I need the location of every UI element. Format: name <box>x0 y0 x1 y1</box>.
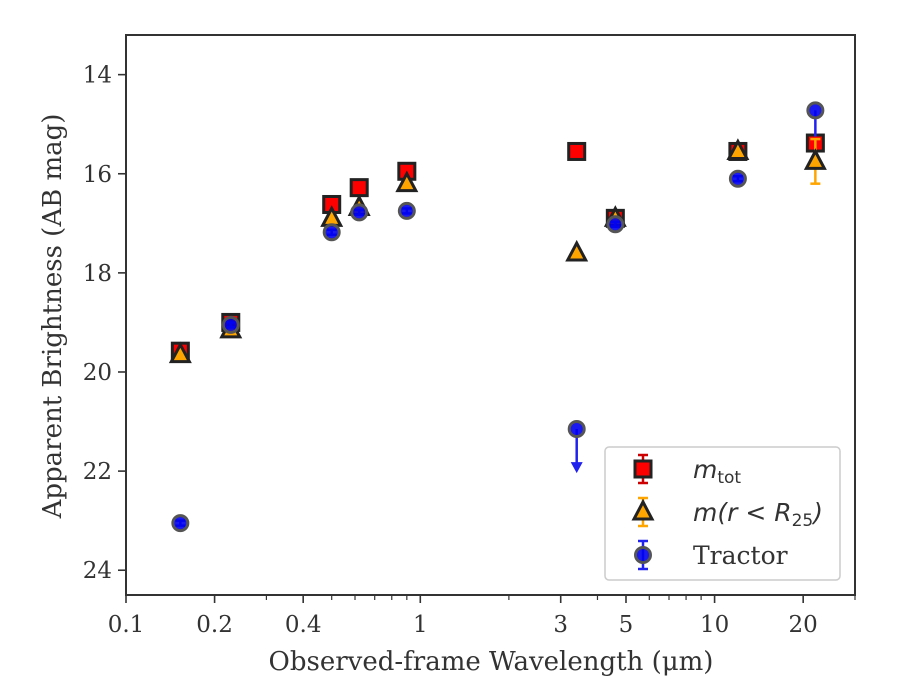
y-axis-label: Apparent Brightness (AB mag) <box>38 114 68 520</box>
data-point <box>606 215 625 234</box>
x-tick-label: 20 <box>789 612 818 638</box>
y-tick-label: 22 <box>83 459 112 485</box>
x-tick-label: 0.1 <box>108 612 145 638</box>
legend-marker <box>633 459 653 479</box>
data-point <box>221 315 240 334</box>
legend-box <box>604 446 841 581</box>
x-tick-label: 1 <box>413 612 428 638</box>
y-tick-label: 20 <box>83 360 112 386</box>
legend-entry: Tractor <box>634 539 788 571</box>
y-tick-label: 24 <box>83 558 112 584</box>
data-point <box>726 138 750 160</box>
upper-limit-arrow <box>570 462 583 474</box>
data-point <box>565 239 589 262</box>
data-point <box>322 223 341 242</box>
x-axis-label: Observed-frame Wavelength (μm) <box>269 647 714 677</box>
legend-label: m(r < R25) <box>693 498 823 531</box>
x-tick-label: 10 <box>700 612 729 638</box>
data-point <box>397 201 416 220</box>
x-tick-label: 0.2 <box>196 612 233 638</box>
data-point <box>350 203 369 222</box>
data-point <box>349 178 369 198</box>
legend-entry: m(r < R25) <box>631 496 823 531</box>
y-tick-label: 16 <box>83 162 112 188</box>
x-tick-label: 3 <box>553 612 568 638</box>
data-point <box>728 169 747 188</box>
legend-marker <box>634 546 652 564</box>
axes: 0.1 0.2 0.4 1 3 5 10 20 14 16 18 20 22 24 <box>83 34 856 638</box>
series-circle <box>171 101 825 533</box>
data-point <box>567 419 586 438</box>
data-point <box>171 514 190 533</box>
y-tick-label: 14 <box>83 63 112 89</box>
legend-marker <box>631 498 655 521</box>
y-tick-label: 18 <box>83 261 112 287</box>
legend-label: mtot <box>693 455 741 488</box>
legend: mtot m(r < R25) Tractor <box>604 446 841 581</box>
plot-frame <box>125 34 856 596</box>
data-point <box>806 101 825 120</box>
legend-entry: mtot <box>633 453 741 488</box>
data-point <box>395 170 419 193</box>
legend-label: Tractor <box>693 541 788 570</box>
x-tick-label: 5 <box>619 612 634 638</box>
plot-area <box>168 101 827 533</box>
data-point <box>567 141 587 161</box>
x-tick-label: 0.4 <box>285 612 322 638</box>
data-point <box>168 341 192 364</box>
data-point <box>803 148 827 170</box>
